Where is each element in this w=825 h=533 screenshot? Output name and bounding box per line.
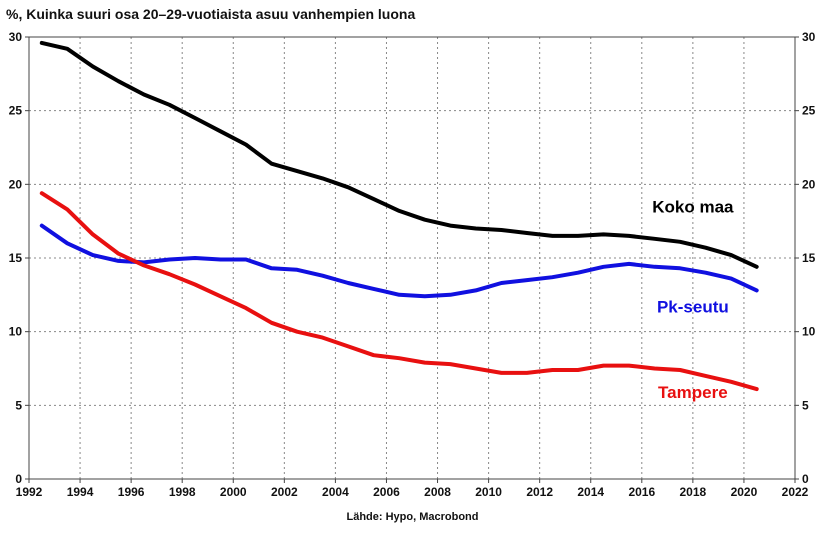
source-note: Lähde: Hypo, Macrobond <box>346 511 479 523</box>
series-label: Tampere <box>658 383 728 402</box>
x-tick-label: 1998 <box>169 485 196 499</box>
series-lines <box>39 40 759 392</box>
y-tick-label-right: 25 <box>802 104 816 118</box>
x-tick-label: 2004 <box>322 485 349 499</box>
y-tick-label-left: 10 <box>9 325 23 339</box>
y-tick-label-left: 0 <box>15 472 22 486</box>
series-label: Pk-seutu <box>657 298 729 317</box>
x-tick-label: 2006 <box>373 485 400 499</box>
x-tick-label: 2002 <box>271 485 298 499</box>
y-tick-label-right: 20 <box>802 177 816 191</box>
series-labels: Koko maa Pk-seutu Tampere <box>652 197 734 402</box>
x-tick-label: 1994 <box>67 485 94 499</box>
x-tick-label: 2020 <box>731 485 758 499</box>
y-tick-label-left: 30 <box>9 30 23 44</box>
x-tick-label: 1992 <box>16 485 43 499</box>
x-tick-label: 2010 <box>475 485 502 499</box>
x-tick-label: 2014 <box>577 485 604 499</box>
x-tick-label: 2008 <box>424 485 451 499</box>
y-tick-label-right: 30 <box>802 30 816 44</box>
x-tick-label: 2000 <box>220 485 247 499</box>
y-tick-label-left: 25 <box>9 104 23 118</box>
x-tick-label: 2016 <box>628 485 655 499</box>
y-tick-label-right: 0 <box>802 472 809 486</box>
series-line-koko-maa <box>39 40 759 269</box>
x-tick-label: 2022 <box>782 485 809 499</box>
y-tick-label-right: 5 <box>802 398 809 412</box>
chart-title: %, Kuinka suuri osa 20–29-vuotiaista asu… <box>6 6 416 22</box>
y-tick-label-left: 15 <box>9 251 23 265</box>
y-tick-label-right: 15 <box>802 251 816 265</box>
x-tick-label: 1996 <box>118 485 145 499</box>
y-tick-label-left: 5 <box>15 398 22 412</box>
series-line-tampere <box>39 191 759 392</box>
y-tick-label-left: 20 <box>9 177 23 191</box>
x-tick-label: 2012 <box>526 485 553 499</box>
axis-ticks: 1992 1994 1996 1998 2000 2002 2004 2006 2008 2010… <box>9 30 816 499</box>
y-tick-label-right: 10 <box>802 325 816 339</box>
x-tick-label: 2018 <box>680 485 707 499</box>
series-label: Koko maa <box>652 197 734 216</box>
grid-lines <box>28 36 796 480</box>
series-line-pk-seutu <box>39 223 759 299</box>
